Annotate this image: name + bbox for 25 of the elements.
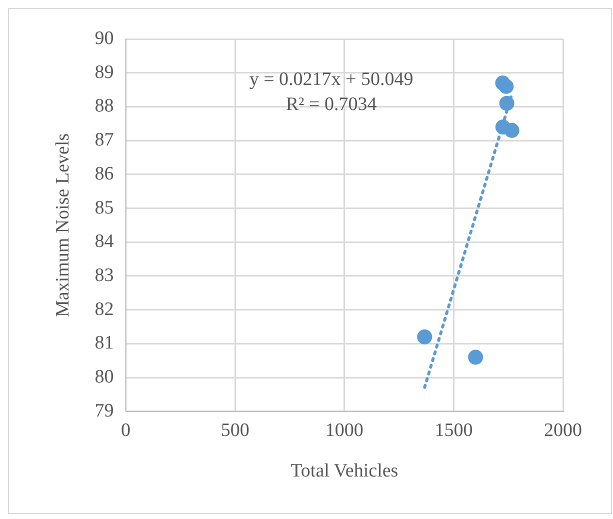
y-tick-label: 87 — [94, 130, 114, 151]
y-tick-label: 83 — [94, 264, 114, 286]
x-tick-label: 1000 — [325, 420, 364, 441]
x-tick-label: 500 — [220, 420, 250, 441]
y-tick-label: 82 — [94, 298, 114, 320]
x-axis-title: Total Vehicles — [290, 460, 398, 482]
y-tick-label: 79 — [94, 400, 114, 422]
y-tick-label: 84 — [94, 231, 114, 252]
y-tick-label: 81 — [94, 332, 114, 354]
y-tick-label: 90 — [94, 28, 114, 49]
y-axis-title: Maximum Noise Levels — [52, 133, 74, 318]
point — [417, 329, 432, 344]
annotation: y = 0.0217x + 50.049 — [249, 68, 414, 90]
x-tick-label: 1500 — [434, 420, 473, 441]
y-tick-label: 85 — [94, 197, 114, 218]
point — [498, 78, 514, 94]
annotation: R² = 0.7034 — [286, 94, 378, 115]
point — [468, 350, 484, 365]
x-tick-label: 2000 — [544, 420, 582, 441]
y-tick-label: 89 — [94, 62, 114, 83]
point — [504, 122, 520, 138]
x-tick-label: 0 — [121, 420, 131, 441]
y-tick-label: 88 — [94, 96, 114, 117]
y-tick-label: 80 — [94, 366, 114, 388]
y-tick-label: 86 — [94, 163, 114, 184]
